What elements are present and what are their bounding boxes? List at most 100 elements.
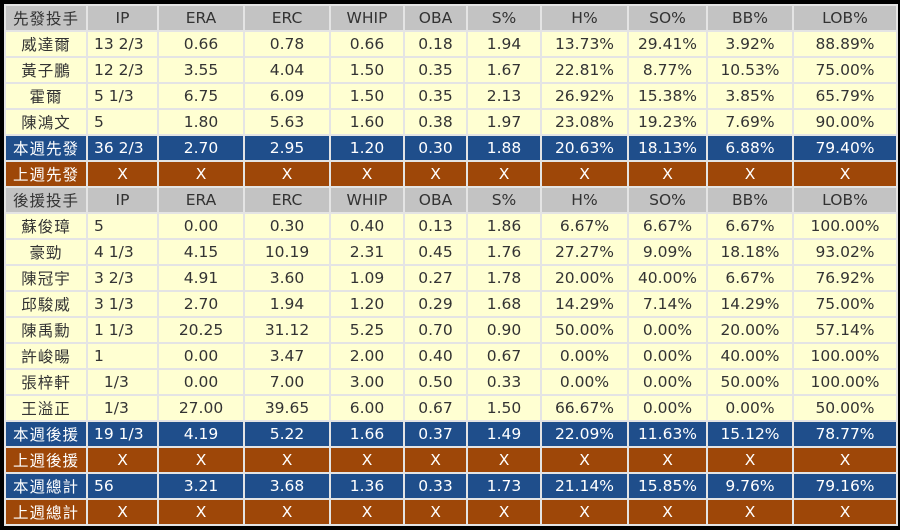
last-week-total-row: 上週總計 X X X X X X X X X X	[4, 498, 898, 526]
cell-bb-pct: 0.00%	[706, 394, 794, 422]
row-label: 張梓軒	[4, 368, 88, 396]
cell-lob-pct: 90.00%	[792, 108, 898, 136]
cell-lob-pct: 79.16%	[792, 472, 898, 500]
header-row: 先發投手 IP ERA ERC WHIP OBA S% H% SO% BB% LOB%	[4, 4, 898, 32]
cell-lob-pct: 76.92%	[792, 264, 898, 292]
cell-ip: 12 2/3	[86, 56, 159, 84]
player-row: 張梓軒 1/3 0.00 7.00 3.00 0.50 0.33 0.00% 0.00% 50.…	[4, 368, 898, 396]
cell-erc: 2.95	[243, 134, 331, 162]
cell-lob-pct: 93.02%	[792, 238, 898, 266]
column-header-lob-pct: LOB%	[792, 186, 898, 214]
cell-whip: 1.50	[329, 56, 405, 84]
cell-h-pct: 21.14%	[540, 472, 629, 500]
cell-h-pct: 22.09%	[540, 420, 629, 448]
cell-so-pct: X	[627, 498, 708, 526]
cell-h-pct: 0.00%	[540, 342, 629, 370]
cell-era: X	[157, 160, 245, 188]
cell-so-pct: 9.09%	[627, 238, 708, 266]
cell-s-pct: 0.33	[466, 368, 542, 396]
cell-so-pct: 15.38%	[627, 82, 708, 110]
cell-bb-pct: 20.00%	[706, 316, 794, 344]
cell-so-pct: 6.67%	[627, 212, 708, 240]
cell-h-pct: 23.08%	[540, 108, 629, 136]
cell-whip: 3.00	[329, 368, 405, 396]
cell-era: 3.55	[157, 56, 245, 84]
cell-s-pct: X	[466, 446, 542, 474]
cell-whip: 1.20	[329, 290, 405, 318]
cell-s-pct: 1.73	[466, 472, 542, 500]
cell-ip: 5 1/3	[86, 82, 159, 110]
header-row: 後援投手 IP ERA ERC WHIP OBA S% H% SO% BB% LOB%	[4, 186, 898, 214]
section-title: 後援投手	[4, 186, 88, 214]
row-label: 上週先發	[4, 160, 88, 188]
cell-ip: X	[86, 160, 159, 188]
cell-oba: 0.38	[403, 108, 468, 136]
player-row: 陳禹勳 1 1/3 20.25 31.12 5.25 0.70 0.90 50.00% 0.00…	[4, 316, 898, 344]
cell-whip: 1.36	[329, 472, 405, 500]
cell-whip: 1.66	[329, 420, 405, 448]
cell-bb-pct: 15.12%	[706, 420, 794, 448]
cell-erc: 39.65	[243, 394, 331, 422]
cell-h-pct: 0.00%	[540, 368, 629, 396]
cell-so-pct: 11.63%	[627, 420, 708, 448]
cell-h-pct: 66.67%	[540, 394, 629, 422]
section-title: 先發投手	[4, 4, 88, 32]
cell-era: 1.80	[157, 108, 245, 136]
cell-s-pct: 1.68	[466, 290, 542, 318]
row-label: 威達爾	[4, 30, 88, 58]
this-week-total-row: 本週總計 56 3.21 3.68 1.36 0.33 1.73 21.14% 15.85% 9.…	[4, 472, 898, 500]
cell-era: X	[157, 498, 245, 526]
cell-era: 2.70	[157, 290, 245, 318]
row-label: 陳禹勳	[4, 316, 88, 344]
cell-s-pct: 1.67	[466, 56, 542, 84]
cell-so-pct: 29.41%	[627, 30, 708, 58]
cell-lob-pct: 57.14%	[792, 316, 898, 344]
row-label: 陳鴻文	[4, 108, 88, 136]
cell-erc: 5.63	[243, 108, 331, 136]
cell-oba: 0.40	[403, 342, 468, 370]
cell-whip: 0.66	[329, 30, 405, 58]
cell-era: 0.00	[157, 212, 245, 240]
cell-bb-pct: 50.00%	[706, 368, 794, 396]
cell-s-pct: 1.88	[466, 134, 542, 162]
cell-ip: 36 2/3	[86, 134, 159, 162]
cell-h-pct: 22.81%	[540, 56, 629, 84]
cell-so-pct: 19.23%	[627, 108, 708, 136]
cell-lob-pct: 79.40%	[792, 134, 898, 162]
cell-lob-pct: X	[792, 446, 898, 474]
cell-ip: 1	[86, 342, 159, 370]
cell-ip: 1 1/3	[86, 316, 159, 344]
row-label: 陳冠宇	[4, 264, 88, 292]
cell-lob-pct: 78.77%	[792, 420, 898, 448]
cell-s-pct: 1.49	[466, 420, 542, 448]
cell-oba: 0.29	[403, 290, 468, 318]
column-header-h-pct: H%	[540, 4, 629, 32]
cell-bb-pct: 6.67%	[706, 264, 794, 292]
row-label: 黃子鵬	[4, 56, 88, 84]
cell-lob-pct: 100.00%	[792, 212, 898, 240]
cell-ip: 19 1/3	[86, 420, 159, 448]
cell-ip: 3 1/3	[86, 290, 159, 318]
cell-bb-pct: 3.92%	[706, 30, 794, 58]
row-label: 蘇俊璋	[4, 212, 88, 240]
cell-ip: 56	[86, 472, 159, 500]
cell-era: 6.75	[157, 82, 245, 110]
cell-bb-pct: X	[706, 446, 794, 474]
cell-era: 4.15	[157, 238, 245, 266]
cell-h-pct: X	[540, 160, 629, 188]
cell-oba: 0.70	[403, 316, 468, 344]
cell-ip: 13 2/3	[86, 30, 159, 58]
cell-whip: X	[329, 160, 405, 188]
column-header-whip: WHIP	[329, 4, 405, 32]
cell-erc: 31.12	[243, 316, 331, 344]
cell-bb-pct: 18.18%	[706, 238, 794, 266]
cell-oba: 0.67	[403, 394, 468, 422]
column-header-s-pct: S%	[466, 4, 542, 32]
player-row: 陳鴻文 5 1.80 5.63 1.60 0.38 1.97 23.08% 19.23% 7.69…	[4, 108, 898, 136]
cell-era: 27.00	[157, 394, 245, 422]
cell-bb-pct: X	[706, 160, 794, 188]
cell-h-pct: X	[540, 446, 629, 474]
column-header-whip: WHIP	[329, 186, 405, 214]
column-header-s-pct: S%	[466, 186, 542, 214]
cell-bb-pct: 10.53%	[706, 56, 794, 84]
